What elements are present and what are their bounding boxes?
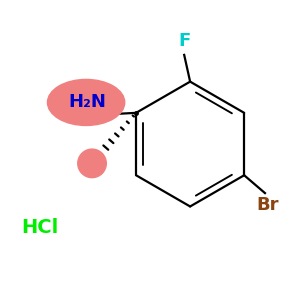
Ellipse shape [47,80,125,125]
Text: H₂N: H₂N [69,93,106,111]
Text: F: F [178,32,190,50]
Circle shape [78,149,106,178]
Text: HCl: HCl [21,218,59,237]
Text: Br: Br [257,196,279,214]
